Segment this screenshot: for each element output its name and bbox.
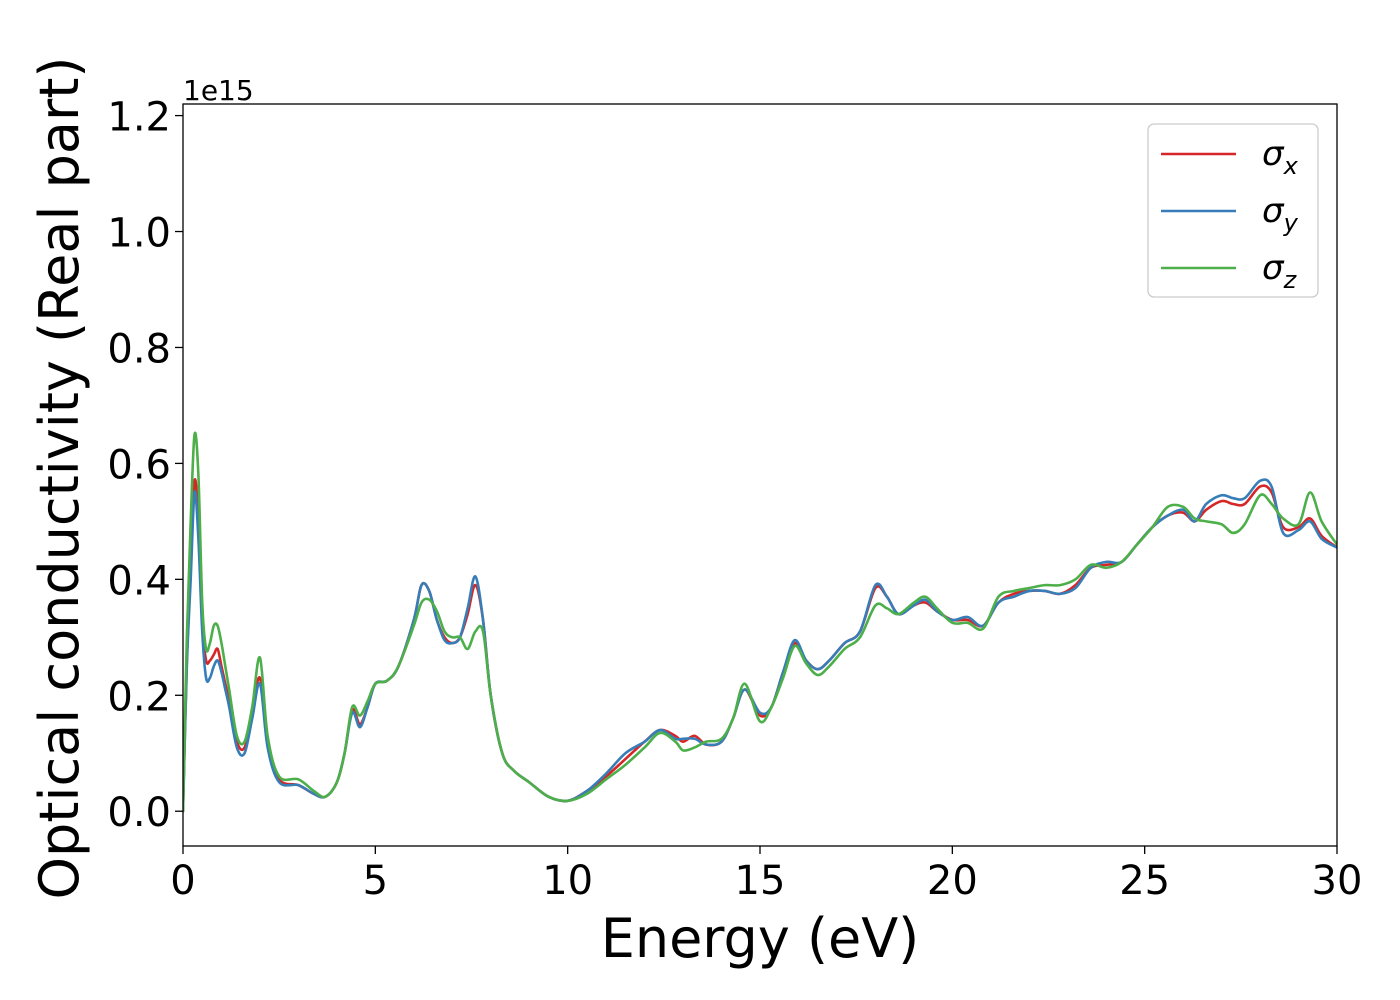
legend-label-sigma-x: σx (1262, 134, 1299, 180)
x-tick-label: 10 (542, 858, 593, 904)
legend-subscript: z (1283, 266, 1298, 294)
y-tick-label: 0.2 (107, 674, 171, 720)
y-tick-label: 0.0 (107, 790, 171, 836)
legend-label-sigma-z: σz (1262, 248, 1298, 294)
legend-subscript: x (1283, 152, 1299, 180)
x-tick-label: 25 (1119, 858, 1170, 904)
x-tick-label: 0 (170, 858, 195, 904)
y-tick-label: 0.6 (107, 442, 171, 488)
series-line-sigma-y (183, 478, 1337, 813)
x-axis-label: Energy (eV) (601, 907, 920, 970)
series-lines (183, 431, 1337, 813)
legend-symbol: σ (1262, 191, 1285, 231)
x-tick-label: 15 (735, 858, 786, 904)
x-axis-ticks: 0 5 10 15 20 25 30 (170, 846, 1362, 904)
y-tick-label: 1.2 (107, 95, 171, 141)
legend-symbol: σ (1262, 248, 1285, 288)
legend-symbol: σ (1262, 134, 1285, 174)
x-tick-label: 20 (927, 858, 978, 904)
y-tick-label: 0.4 (107, 558, 171, 604)
legend-subscript: y (1283, 209, 1299, 237)
x-tick-label: 30 (1312, 858, 1363, 904)
y-axis-label: Optical conductivity (Real part) (28, 57, 91, 900)
series-line-sigma-z (183, 431, 1337, 813)
y-offset-label: 1e15 (183, 74, 254, 107)
y-tick-label: 1.0 (107, 211, 171, 257)
legend-label-sigma-y: σy (1262, 191, 1299, 237)
y-axis-ticks: 0.0 0.2 0.4 0.6 0.8 1.0 1.2 (107, 95, 183, 836)
y-tick-label: 0.8 (107, 326, 171, 372)
x-tick-label: 5 (363, 858, 388, 904)
